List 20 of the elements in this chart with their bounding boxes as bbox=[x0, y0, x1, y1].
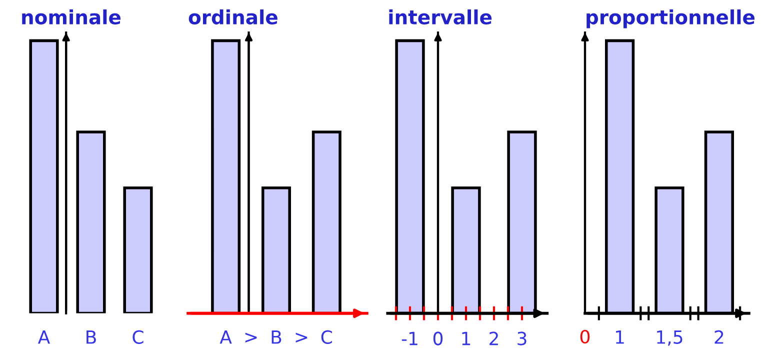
x-tick-label: 1 bbox=[616, 330, 624, 344]
x-tick-label: 3 bbox=[518, 332, 526, 346]
x-tick-label: 1,5 bbox=[657, 330, 682, 346]
text: > bbox=[296, 332, 308, 342]
x-tick-label: 0 bbox=[433, 332, 443, 346]
chart-title: proportionnelle bbox=[586, 9, 754, 28]
x-tick-label: 1 bbox=[462, 332, 470, 346]
chart-title: intervalle bbox=[389, 9, 492, 24]
x-tick-label: A bbox=[220, 330, 232, 344]
x-tick-label: B bbox=[86, 330, 96, 344]
x-tick-label: -1 bbox=[402, 332, 418, 346]
chart-title: ordinale bbox=[188, 9, 278, 24]
x-tick-label: A bbox=[38, 330, 50, 344]
text: > bbox=[245, 332, 257, 342]
chart-title: nominale bbox=[22, 9, 121, 24]
x-tick-label: C bbox=[321, 330, 332, 344]
x-tick-label: B bbox=[272, 330, 282, 344]
x-tick-label: 2 bbox=[714, 330, 724, 344]
x-tick-label: 2 bbox=[490, 332, 498, 346]
x-tick-label: C bbox=[132, 330, 144, 344]
